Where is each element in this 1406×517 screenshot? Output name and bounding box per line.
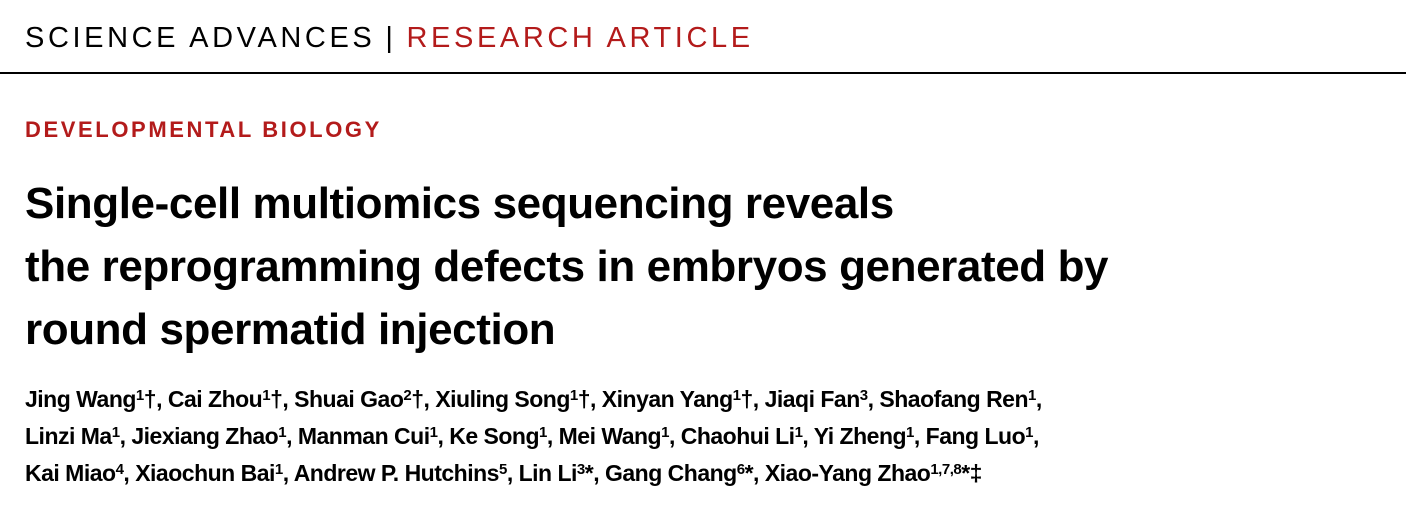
author-name: Mei Wang: [558, 423, 662, 449]
journal-masthead: SCIENCE ADVANCES | RESEARCH ARTICLE: [25, 22, 754, 55]
affiliation-number[interactable]: 1: [539, 424, 547, 441]
affiliation-number[interactable]: 2: [403, 387, 412, 404]
author-name: Chaohui Li: [680, 423, 795, 449]
affiliation-number[interactable]: 1: [569, 387, 578, 404]
author[interactable]: Jiexiang Zhao1: [131, 423, 286, 449]
author-name: Linzi Ma: [25, 423, 112, 449]
title-line: Single-cell multiomics sequencing reveal…: [25, 179, 894, 228]
author[interactable]: Jiaqi Fan3: [764, 386, 869, 412]
title-line: round spermatid injection: [25, 305, 556, 354]
author[interactable]: Andrew P. Hutchins5: [293, 460, 508, 486]
author-note-mark: *: [584, 460, 594, 486]
author-note-mark: †: [270, 386, 283, 412]
author[interactable]: Xinyan Yang1†: [601, 386, 754, 412]
affiliation-number[interactable]: 1: [794, 424, 803, 441]
affiliation-number[interactable]: 1: [278, 424, 287, 441]
author-name: Cai Zhou: [167, 386, 263, 412]
author-note-mark: *: [744, 460, 754, 486]
header-rule: [0, 72, 1406, 74]
author[interactable]: Gang Chang6*: [605, 460, 754, 486]
author-name: Kai Miao: [25, 460, 116, 486]
author-name: Manman Cui: [297, 423, 430, 449]
author[interactable]: Xiaochun Bai1: [135, 460, 283, 486]
author-name: Jing Wang: [25, 386, 136, 412]
author-name: Andrew P. Hutchins: [293, 460, 500, 486]
author-line: Kai Miao4, Xiaochun Bai1, Andrew P. Hutc…: [25, 460, 983, 486]
author-note-mark: †: [411, 386, 424, 412]
affiliation-number[interactable]: 1: [906, 424, 914, 441]
author[interactable]: Shaofang Ren1: [879, 386, 1036, 412]
author-line: Jing Wang1†, Cai Zhou1†, Shuai Gao2†, Xi…: [25, 386, 1042, 412]
author[interactable]: Xiuling Song1†: [435, 386, 590, 412]
author[interactable]: Mei Wang1: [558, 423, 670, 449]
masthead-separator: |: [385, 22, 397, 54]
author-note-mark: †: [740, 386, 754, 412]
author-name: Xiao-Yang Zhao: [764, 460, 931, 486]
author-name: Xiaochun Bai: [135, 460, 275, 486]
author-name: Ke Song: [449, 423, 539, 449]
affiliation-number[interactable]: 1: [135, 387, 144, 404]
affiliation-number[interactable]: 3: [576, 461, 585, 478]
affiliation-number[interactable]: 1: [732, 387, 741, 404]
author-name: Jiaqi Fan: [764, 386, 861, 412]
author[interactable]: Yi Zheng1: [813, 423, 915, 449]
affiliation-number[interactable]: 1,7,8: [930, 461, 962, 478]
author[interactable]: Jing Wang1†: [25, 386, 157, 412]
affiliation-number[interactable]: 1: [111, 424, 120, 441]
author-name: Shuai Gao: [294, 386, 404, 412]
affiliation-number[interactable]: 1: [262, 387, 271, 404]
author-name: Lin Li: [518, 460, 578, 486]
author[interactable]: Fang Luo1: [925, 423, 1034, 449]
author-line: Linzi Ma1, Jiexiang Zhao1, Manman Cui1, …: [25, 423, 1039, 449]
author-list: Jing Wang1†, Cai Zhou1†, Shuai Gao2†, Xi…: [25, 381, 1042, 492]
author-name: Xinyan Yang: [601, 386, 733, 412]
affiliation-number[interactable]: 1: [661, 424, 669, 441]
author[interactable]: Xiao-Yang Zhao1,7,8*‡: [764, 460, 983, 486]
affiliation-number[interactable]: 6: [736, 461, 745, 478]
author[interactable]: Lin Li3*: [519, 460, 594, 486]
author-name: Shaofang Ren: [879, 386, 1029, 412]
author-note-mark: †: [577, 386, 591, 412]
author-name: Gang Chang: [605, 460, 737, 486]
author[interactable]: Ke Song1: [449, 423, 547, 449]
section-label: DEVELOPMENTAL BIOLOGY: [25, 117, 382, 142]
author-name: Xiuling Song: [435, 386, 570, 412]
author[interactable]: Linzi Ma1: [25, 423, 120, 449]
author[interactable]: Kai Miao4: [25, 460, 124, 486]
author-name: Yi Zheng: [813, 423, 907, 449]
author-note-mark: *‡: [961, 460, 982, 486]
author-name: Fang Luo: [925, 423, 1026, 449]
author[interactable]: Manman Cui1: [298, 423, 438, 449]
title-line: the reprogramming defects in embryos gen…: [25, 242, 1109, 291]
author[interactable]: Cai Zhou1†: [168, 386, 283, 412]
affiliation-number[interactable]: 1: [274, 461, 283, 478]
article-title: Single-cell multiomics sequencing reveal…: [25, 172, 1109, 361]
affiliation-number[interactable]: 1: [1028, 387, 1036, 404]
affiliation-number[interactable]: 1: [429, 424, 438, 441]
affiliation-number[interactable]: 5: [498, 461, 507, 478]
article-type: RESEARCH ARTICLE: [406, 22, 754, 54]
affiliation-number[interactable]: 1: [1025, 424, 1033, 441]
affiliation-number[interactable]: 4: [115, 461, 124, 478]
author-note-mark: †: [143, 386, 157, 412]
author[interactable]: Shuai Gao2†: [294, 386, 424, 412]
journal-name: SCIENCE ADVANCES: [25, 22, 376, 54]
author[interactable]: Chaohui Li1: [681, 423, 803, 449]
affiliation-number[interactable]: 3: [859, 387, 868, 404]
author-name: Jiexiang Zhao: [131, 423, 279, 449]
